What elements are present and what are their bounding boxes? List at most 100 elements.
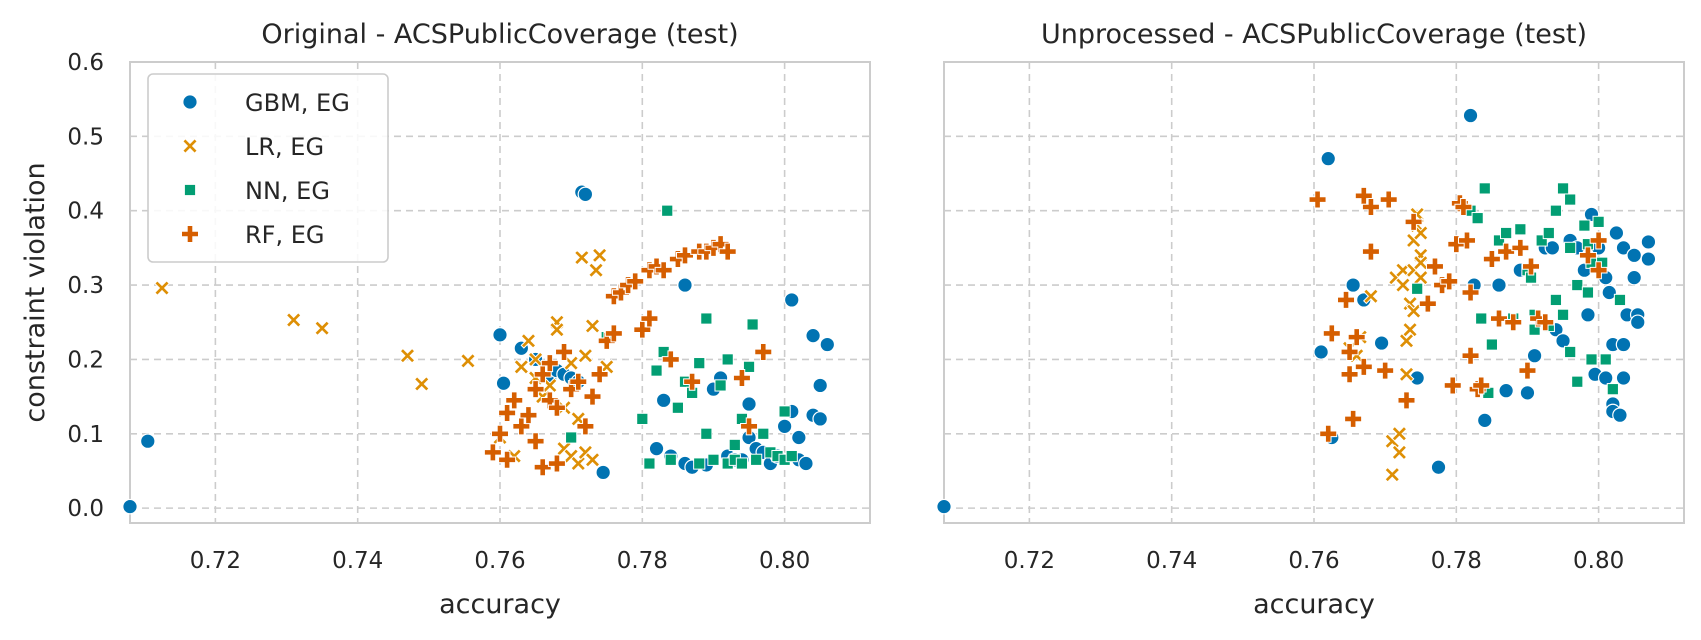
data-point	[460, 352, 476, 369]
series-circle	[936, 107, 1657, 515]
data-point	[547, 398, 566, 417]
chart-title: Unprocessed - ACSPublicCoverage (test)	[1041, 19, 1587, 50]
data-point	[778, 405, 791, 418]
data-point	[1490, 309, 1508, 328]
data-point	[746, 318, 759, 331]
data-point	[1606, 383, 1619, 396]
data-point	[1475, 312, 1488, 325]
data-point	[498, 403, 517, 422]
data-point	[533, 365, 552, 384]
data-point	[314, 320, 331, 337]
data-point	[1626, 247, 1642, 264]
data-point	[1363, 288, 1379, 305]
x-axis-label: accuracy	[1253, 589, 1375, 620]
data-point	[664, 453, 677, 466]
data-point	[595, 464, 611, 481]
legend-marker	[182, 94, 198, 110]
data-point	[1425, 257, 1444, 276]
data-point	[1514, 223, 1527, 236]
data-point	[1556, 308, 1570, 321]
x-tick-label: 0.78	[617, 548, 668, 574]
data-point	[655, 392, 672, 409]
data-point	[1555, 333, 1571, 349]
data-point	[757, 427, 770, 440]
chart-panel-2: 0.72 0.74 0.76 0.78 0.80 Unprocessed - ACSPub…	[936, 19, 1685, 620]
data-point	[1608, 225, 1625, 241]
data-point	[714, 379, 727, 392]
data-point	[732, 369, 751, 388]
data-point	[533, 458, 552, 477]
data-point	[584, 451, 601, 468]
data-point	[805, 327, 821, 344]
x-tick-label: 0.74	[1146, 548, 1197, 574]
y-tick-label: 0.5	[67, 124, 104, 150]
data-point	[650, 364, 663, 377]
series-plus	[1308, 186, 1608, 443]
data-point	[647, 257, 666, 276]
data-point	[577, 347, 594, 364]
data-point	[1536, 313, 1555, 332]
data-point	[707, 453, 720, 466]
data-point	[643, 457, 656, 470]
data-point	[588, 262, 604, 279]
data-point	[1395, 277, 1411, 293]
data-point	[1412, 225, 1429, 241]
data-point	[640, 309, 659, 328]
x-tick-label: 0.72	[1004, 548, 1055, 574]
y-tick-label: 0.2	[67, 347, 104, 373]
data-point	[1629, 314, 1646, 331]
data-point	[1398, 332, 1415, 349]
data-point	[1384, 466, 1401, 483]
data-point	[812, 411, 828, 427]
data-point	[1405, 303, 1422, 319]
data-point	[1361, 242, 1380, 261]
data-point	[1354, 357, 1373, 376]
data-point	[1564, 241, 1577, 254]
data-point	[526, 432, 545, 451]
legend-label: GBM, EG	[245, 89, 350, 117]
data-point	[1430, 459, 1447, 476]
data-point	[1504, 313, 1523, 332]
legend-marker	[183, 183, 197, 197]
x-tick-label: 0.80	[1573, 548, 1624, 574]
data-point	[1457, 231, 1476, 250]
data-point	[1578, 246, 1597, 265]
data-point	[936, 498, 952, 515]
x-axis-label: accuracy	[439, 589, 561, 620]
data-point	[154, 280, 170, 296]
data-point	[1373, 335, 1390, 351]
x-tick-label: 0.76	[1288, 548, 1339, 574]
data-point	[573, 249, 590, 266]
data-point	[1612, 407, 1628, 423]
data-point	[1412, 269, 1429, 286]
data-point	[583, 387, 602, 406]
data-point	[1443, 376, 1462, 395]
data-point	[1461, 346, 1480, 365]
data-point	[1418, 294, 1437, 313]
series-plus	[483, 235, 773, 477]
data-point	[413, 376, 430, 392]
data-point	[1345, 277, 1361, 293]
legend-label: LR, EG	[245, 133, 324, 161]
data-point	[1376, 361, 1395, 380]
data-point	[285, 312, 302, 328]
data-point	[683, 372, 702, 391]
data-point	[1549, 293, 1563, 307]
data-point	[700, 312, 713, 325]
y-tick-label: 0.1	[67, 422, 104, 448]
data-point	[812, 377, 828, 394]
chart-title: Original - ACSPublicCoverage (test)	[261, 19, 738, 50]
y-tick-label: 0.0	[67, 496, 104, 522]
data-point	[1589, 231, 1608, 250]
data-point	[590, 365, 609, 384]
data-point	[785, 449, 798, 463]
data-point	[1571, 375, 1584, 388]
data-point	[1391, 444, 1408, 461]
data-point	[1626, 269, 1642, 286]
data-point	[1411, 282, 1424, 295]
data-point	[1322, 324, 1341, 343]
x-tick-label: 0.80	[759, 548, 810, 574]
data-point	[798, 455, 814, 472]
data-point	[498, 450, 517, 469]
